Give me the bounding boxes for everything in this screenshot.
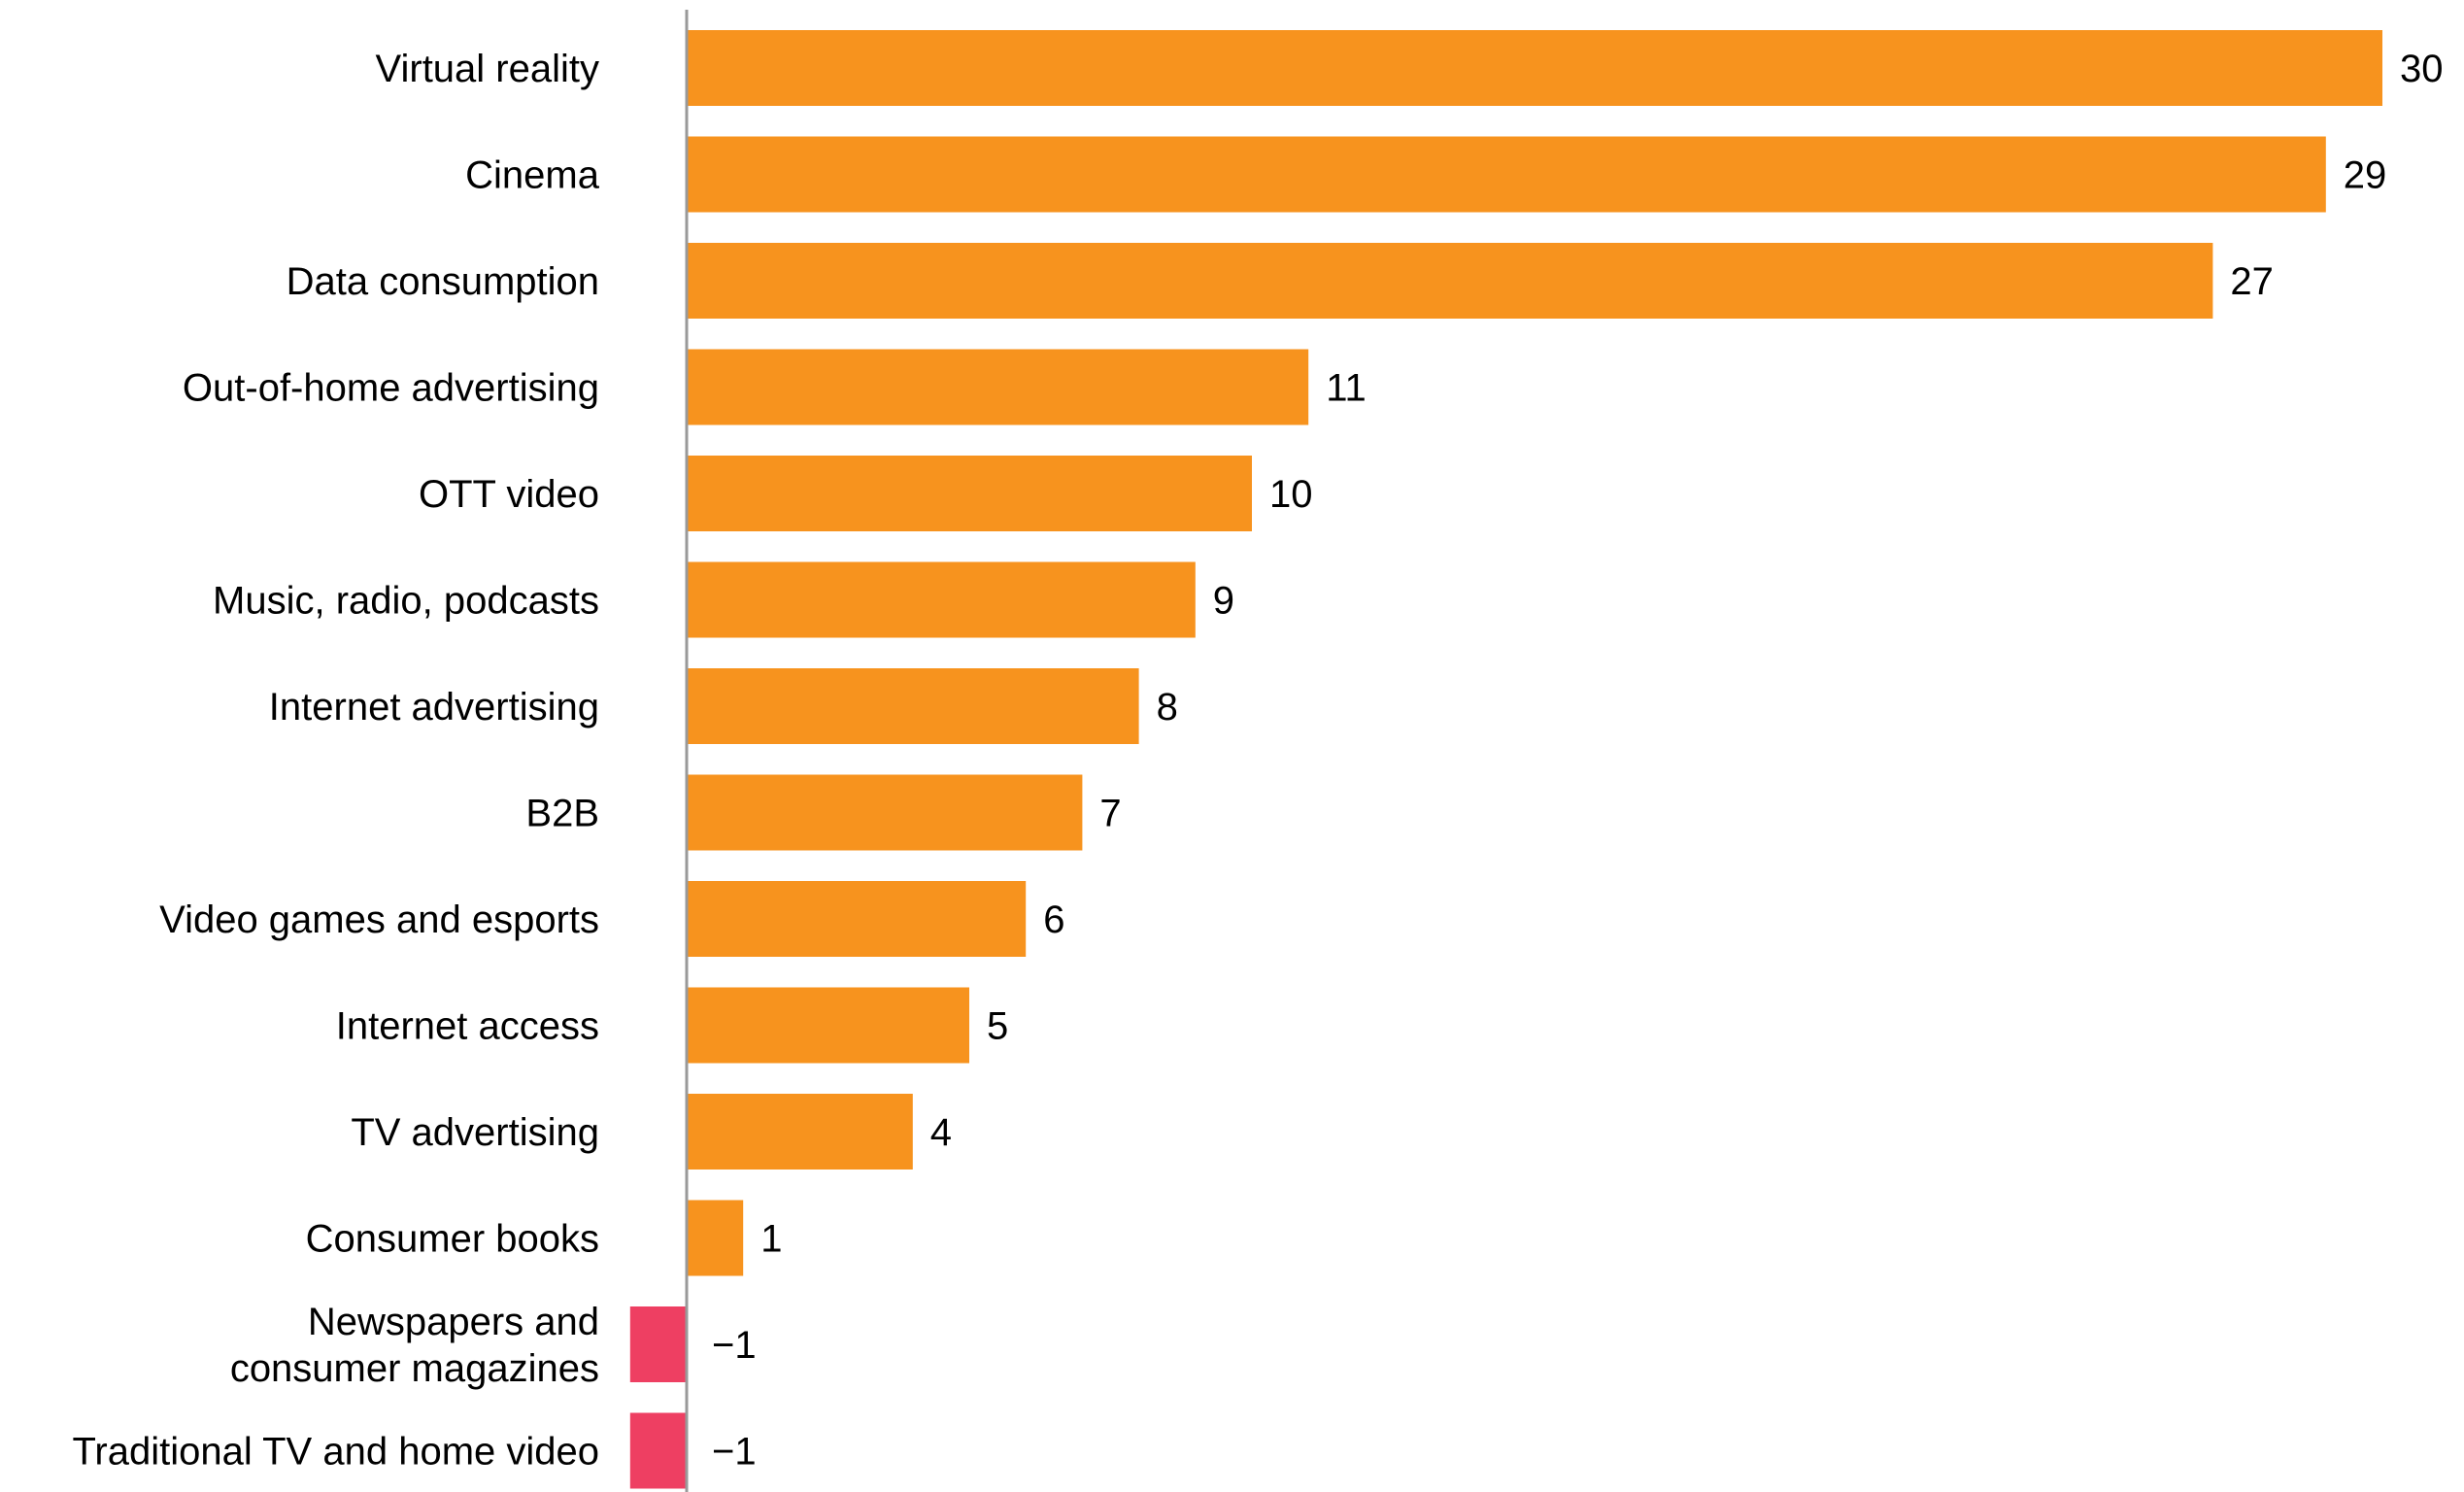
category-label-virtual-reality: Virtual reality bbox=[376, 48, 599, 90]
bar-newspapers-and-consumer-magazines bbox=[629, 1306, 687, 1382]
category-label-consumer-books: Consumer books bbox=[306, 1218, 599, 1261]
category-label-video-games-and-esports: Video games and esports bbox=[159, 899, 599, 941]
value-label-tv-advertising: 4 bbox=[930, 1111, 952, 1154]
category-label-traditional-tv-and-home-video: Traditional TV and home video bbox=[72, 1431, 599, 1474]
value-label-video-games-and-esports: 6 bbox=[1043, 899, 1064, 941]
value-label-ott-video: 10 bbox=[1269, 473, 1313, 516]
bar-data-consumption bbox=[687, 243, 2213, 319]
value-label-data-consumption: 27 bbox=[2230, 260, 2274, 303]
category-label-ott-video: OTT video bbox=[419, 473, 599, 516]
value-label-virtual-reality: 30 bbox=[2400, 48, 2444, 90]
bar-music-radio-podcasts bbox=[687, 561, 1196, 638]
value-label-consumer-books: 1 bbox=[760, 1218, 782, 1261]
bar-ott-video bbox=[687, 456, 1252, 531]
category-label-data-consumption: Data consumption bbox=[287, 260, 599, 303]
bar-video-games-and-esports bbox=[687, 881, 1027, 957]
category-label-cinema: Cinema bbox=[465, 154, 600, 197]
bars-group bbox=[629, 30, 2382, 1489]
bar-internet-advertising bbox=[687, 668, 1139, 744]
bar-traditional-tv-and-home-video bbox=[629, 1412, 687, 1489]
category-labels-group: Virtual reality Cinema Data consumption Out… bbox=[72, 48, 599, 1474]
value-label-internet-access: 5 bbox=[987, 1005, 1008, 1048]
value-label-cinema: 29 bbox=[2344, 154, 2387, 197]
category-label-internet-access: Internet access bbox=[336, 1005, 599, 1048]
value-label-out-of-home-advertising: 11 bbox=[1326, 367, 1367, 410]
bar-out-of-home-advertising bbox=[687, 349, 1309, 425]
bar-cinema bbox=[687, 136, 2326, 213]
value-label-newspapers-and-consumer-magazines: −1 bbox=[712, 1324, 757, 1367]
value-label-traditional-tv-and-home-video: −1 bbox=[712, 1431, 757, 1474]
category-label-tv-advertising: TV advertising bbox=[351, 1111, 599, 1154]
bar-virtual-reality bbox=[687, 30, 2382, 106]
bar-internet-access bbox=[687, 987, 969, 1064]
bar-consumer-books bbox=[687, 1200, 744, 1276]
category-label-b2b: B2B bbox=[525, 793, 599, 835]
value-labels-group: 30 29 27 11 10 9 8 7 6 5 4 1 −1 −1 bbox=[712, 48, 2444, 1474]
category-label-music-radio-podcasts: Music, radio, podcasts bbox=[213, 580, 599, 623]
bar-b2b bbox=[687, 774, 1083, 851]
category-label-internet-advertising: Internet advertising bbox=[269, 686, 599, 729]
value-label-music-radio-podcasts: 9 bbox=[1213, 580, 1234, 623]
bar-tv-advertising bbox=[687, 1094, 913, 1170]
value-label-internet-advertising: 8 bbox=[1157, 686, 1178, 729]
category-label-out-of-home-advertising: Out-of-home advertising bbox=[183, 367, 599, 410]
value-label-b2b: 7 bbox=[1099, 793, 1121, 835]
category-label-newspapers-and-consumer-magazines: Newspapers and consumer magazines bbox=[230, 1301, 599, 1390]
